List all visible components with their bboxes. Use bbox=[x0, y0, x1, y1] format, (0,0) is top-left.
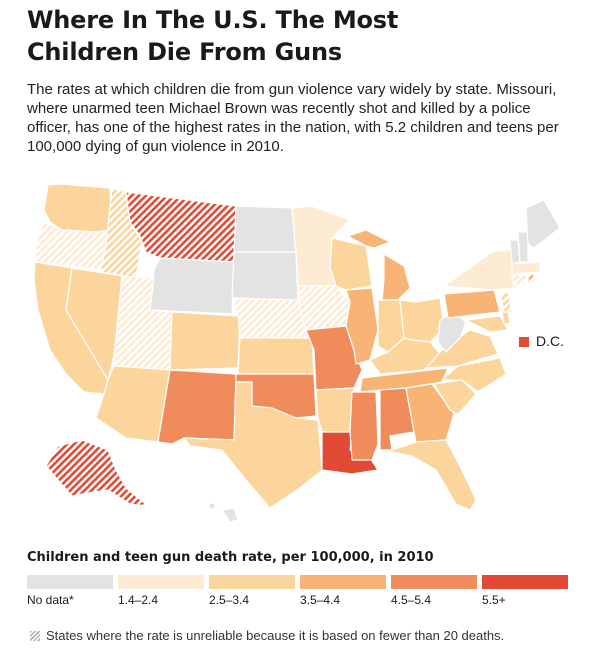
state-maryland bbox=[465, 315, 509, 333]
state-montana bbox=[125, 191, 237, 263]
legend-swatch bbox=[482, 575, 568, 589]
dc-label: D.C. bbox=[536, 333, 564, 349]
legend-item-5-5-plus: 5.5+ bbox=[482, 575, 568, 607]
legend-swatch bbox=[391, 575, 477, 589]
legend-label: 2.5–3.4 bbox=[209, 593, 250, 607]
state-ohio bbox=[399, 297, 445, 343]
footnote: States where the rate is unreliable beca… bbox=[30, 628, 504, 643]
state-alaska bbox=[45, 439, 149, 507]
legend-swatch bbox=[300, 575, 386, 589]
state-hawaii bbox=[221, 507, 239, 523]
state-texas bbox=[183, 381, 323, 509]
state-washington bbox=[43, 183, 113, 233]
legend-label: 1.4–2.4 bbox=[118, 593, 159, 607]
legend-label: No data* bbox=[27, 593, 74, 607]
state-north-dakota bbox=[233, 205, 297, 253]
legend: No data* 1.4–2.4 2.5–3.4 3.5–4.4 4.5–5.4… bbox=[27, 575, 568, 615]
title-line-1: Where In The U.S. The Most bbox=[27, 6, 399, 34]
state-kansas bbox=[237, 337, 315, 375]
hatch-icon bbox=[30, 630, 40, 641]
state-colorado bbox=[169, 311, 241, 371]
state-south-dakota bbox=[231, 251, 299, 301]
state-michigan bbox=[381, 253, 411, 301]
legend-title: Children and teen gun death rate, per 10… bbox=[27, 550, 434, 565]
legend-swatch bbox=[27, 575, 113, 589]
state-massachusetts bbox=[511, 261, 541, 275]
state-mississippi bbox=[349, 391, 379, 461]
state-arkansas bbox=[315, 387, 355, 433]
legend-label: 4.5–5.4 bbox=[391, 593, 432, 607]
state-michigan-upper bbox=[347, 229, 391, 249]
state-south-carolina bbox=[433, 379, 477, 415]
state-connecticut bbox=[511, 273, 527, 287]
state-florida bbox=[381, 439, 477, 511]
state-iowa bbox=[297, 285, 351, 331]
legend-swatch bbox=[209, 575, 295, 589]
legend-swatch bbox=[118, 575, 204, 589]
state-new-mexico bbox=[157, 369, 237, 445]
legend-label: 5.5+ bbox=[482, 593, 506, 607]
legend-item-4-5-to-5-4: 4.5–5.4 bbox=[391, 575, 477, 607]
dek-text: The rates at which children die from gun… bbox=[27, 81, 559, 155]
footnote-text: States where the rate is unreliable beca… bbox=[46, 628, 505, 643]
state-new-hampshire bbox=[517, 231, 529, 263]
legend-label: 3.5–4.4 bbox=[300, 593, 341, 607]
state-kentucky bbox=[369, 337, 441, 375]
state-nebraska bbox=[231, 297, 311, 339]
legend-item-no-data: No data* bbox=[27, 575, 113, 607]
state-hawaii-islet bbox=[209, 503, 215, 509]
state-illinois bbox=[345, 287, 379, 365]
legend-item-1-4-to-2-4: 1.4–2.4 bbox=[118, 575, 204, 607]
dc-swatch bbox=[519, 337, 529, 347]
legend-item-2-5-to-3-4: 2.5–3.4 bbox=[209, 575, 295, 607]
legend-item-3-5-to-4-4: 3.5–4.4 bbox=[300, 575, 386, 607]
state-wyoming bbox=[149, 257, 235, 315]
state-rhode-island bbox=[527, 273, 535, 283]
us-map: D.C. bbox=[33, 183, 564, 523]
state-pennsylvania bbox=[443, 289, 501, 319]
chart-title: Where In The U.S. The Most Children Die … bbox=[27, 4, 567, 68]
state-maine bbox=[525, 199, 561, 249]
title-line-2: Children Die From Guns bbox=[27, 38, 342, 66]
state-new-jersey bbox=[499, 291, 513, 313]
